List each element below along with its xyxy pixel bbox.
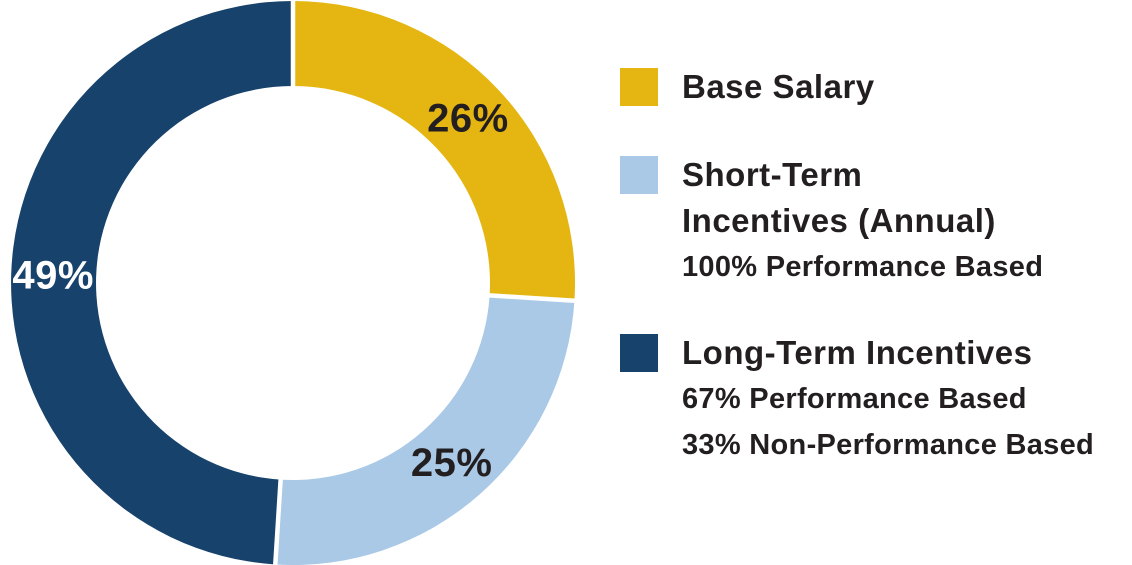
legend-item-1: Base Salary: [620, 64, 1132, 110]
legend-swatch-3: [620, 334, 658, 372]
legend-text-2: Short-Term Incentives (Annual) 100% Perfor…: [682, 152, 1043, 290]
donut-slice-2: [275, 295, 575, 565]
legend-text-3: Long-Term Incentives 67% Performance Base…: [682, 330, 1094, 468]
donut-slice-3: [11, 1, 293, 565]
legend-detail-line: 33% Non-Performance Based: [682, 429, 1095, 461]
legend-item-3: Long-Term Incentives 67% Performance Base…: [620, 330, 1132, 468]
legend-swatch-2: [620, 156, 658, 194]
legend-text-1: Base Salary: [682, 64, 875, 110]
legend-title-line: Incentives (Annual): [682, 202, 996, 239]
slice-value-label-1: 26%: [427, 97, 509, 141]
chart-legend: Base Salary Short-Term Incentives (Annual)…: [620, 64, 1132, 468]
legend-swatch-1: [620, 68, 658, 106]
legend-detail-line: 67% Performance Based: [682, 383, 1027, 415]
donut-chart-container: 26% 25% 49%: [11, 0, 577, 565]
slice-separator-3: [273, 477, 284, 565]
legend-title-line: Base Salary: [682, 68, 875, 105]
legend-detail-line: 100% Performance Based: [682, 251, 1044, 283]
legend-item-2: Short-Term Incentives (Annual) 100% Perfor…: [620, 152, 1132, 290]
donut-chart: 26% 25% 49%: [11, 0, 577, 565]
donut-slice-1: [293, 1, 575, 301]
slice-value-label-3: 49%: [12, 253, 94, 297]
slice-separator-2: [487, 292, 577, 304]
slice-value-label-2: 25%: [411, 441, 493, 485]
legend-title-line: Short-Term: [682, 156, 863, 193]
legend-title-line: Long-Term Incentives: [682, 334, 1033, 371]
